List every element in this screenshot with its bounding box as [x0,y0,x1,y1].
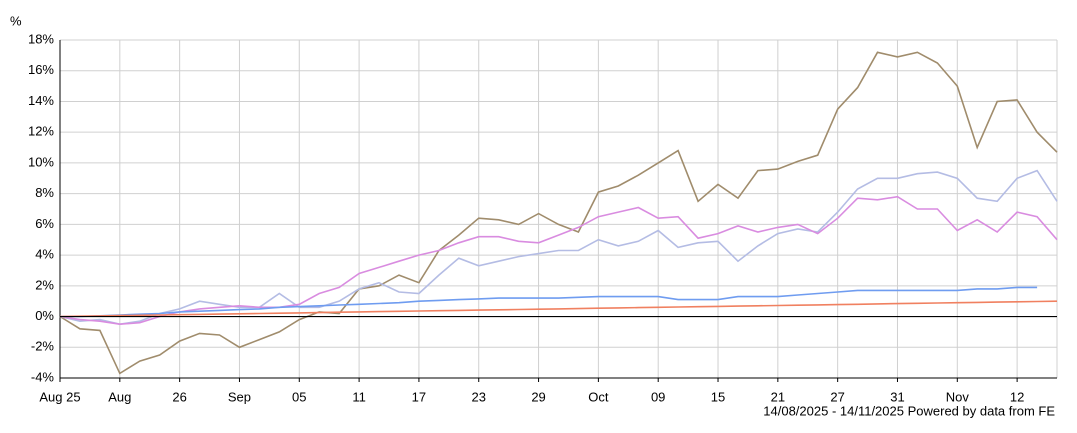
x-tick-label: 29 [531,389,545,404]
x-tick-label: 26 [172,389,186,404]
x-tick-label: 21 [771,389,785,404]
y-tick-label: 14% [28,93,54,108]
y-tick-label: 12% [28,124,54,139]
x-tick-label: Sep [228,389,251,404]
footer: 14/08/2025 - 14/11/2025 Powered by data … [763,403,1055,418]
series-line [59,169,1058,326]
x-tick-label: Aug 25 [39,389,80,404]
y-tick-label: -4% [31,369,55,384]
y-tick-label: 16% [28,62,54,77]
x-tick-label: 23 [472,389,486,404]
y-tick-label: -2% [31,339,55,354]
x-tick-label: 17 [412,389,426,404]
y-tick-label: 4% [35,247,54,262]
y-unit: % [10,13,22,28]
x-tick-label: 27 [830,389,844,404]
x-tick-label: Oct [588,389,609,404]
y-tick-label: 10% [28,154,54,169]
x-tick-label: 05 [292,389,306,404]
series-line [59,51,1058,375]
series-line [59,300,1058,318]
y-tick-label: 6% [35,216,54,231]
series-line [59,195,1058,326]
x-tick-label: 15 [711,389,725,404]
x-tick-label: 09 [651,389,665,404]
series-line [60,286,1038,318]
x-tick-label: 31 [890,389,904,404]
y-tick-label: 0% [35,308,54,323]
x-tick-label: Aug [108,389,131,404]
y-tick-label: 2% [35,277,54,292]
y-tick-label: 8% [35,185,54,200]
y-tick-label: 18% [28,31,54,46]
x-tick-label: 11 [352,389,366,404]
x-tick-label: Nov [946,389,970,404]
x-tick-label: 12 [1010,389,1024,404]
